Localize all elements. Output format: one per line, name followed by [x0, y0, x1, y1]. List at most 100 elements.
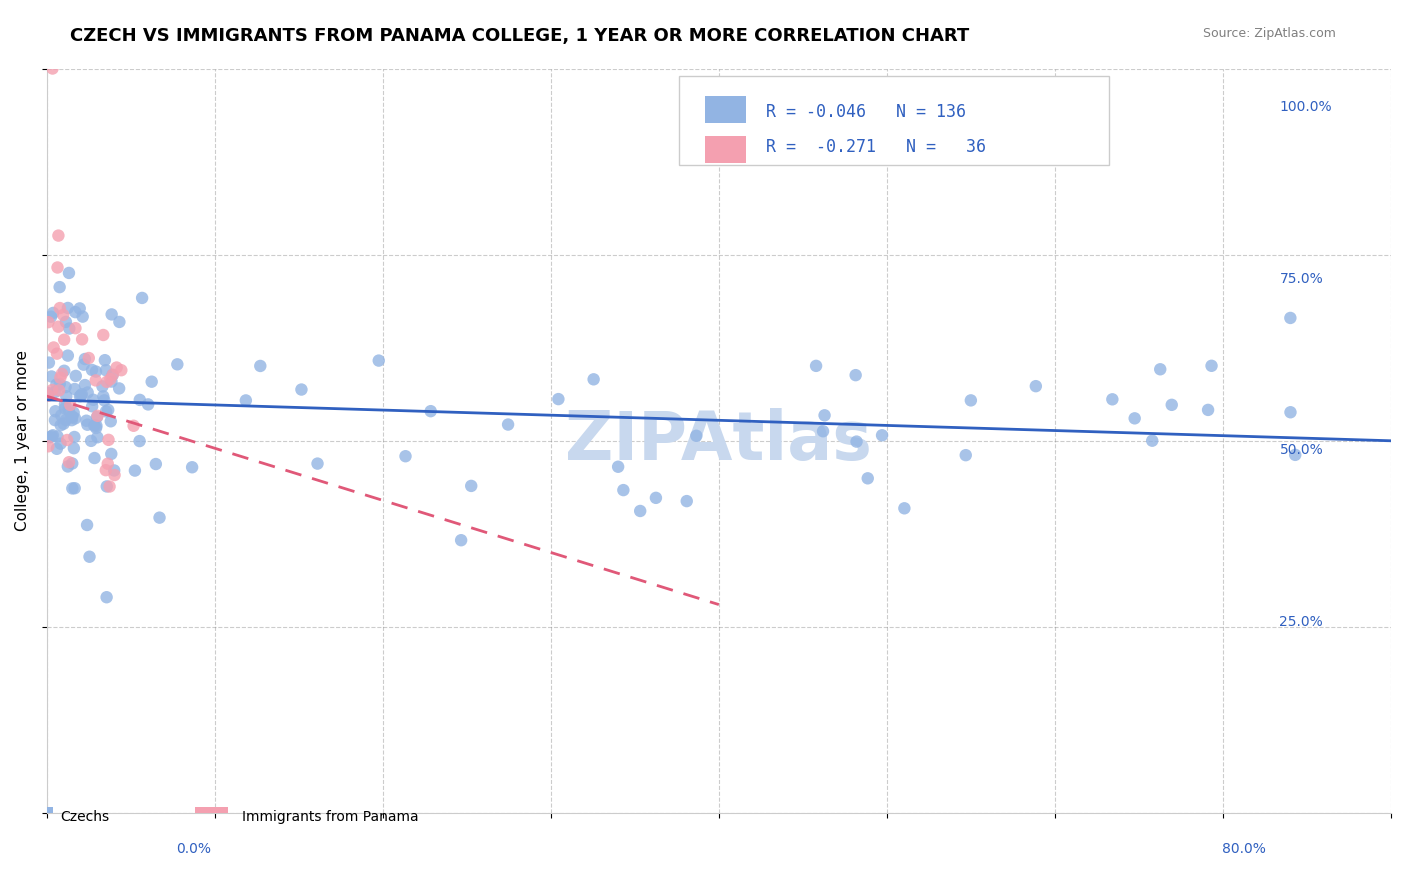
Point — [96, 591, 118, 605]
Point — [73, 351, 96, 366]
Point — [45, 442, 67, 456]
Point — [65, 305, 87, 319]
Point — [675, 494, 697, 508]
Point — [48, 228, 70, 243]
Point — [141, 375, 163, 389]
Point — [41, 62, 63, 76]
Point — [55, 413, 77, 427]
Text: R = -0.046   N = 136: R = -0.046 N = 136 — [766, 103, 966, 120]
Point — [1279, 310, 1302, 325]
Point — [80, 434, 103, 448]
Point — [290, 383, 312, 397]
Text: 25.0%: 25.0% — [1279, 615, 1323, 629]
Point — [100, 307, 122, 321]
Point — [100, 414, 122, 428]
Y-axis label: College, 1 year or more: College, 1 year or more — [15, 351, 30, 532]
Point — [60, 410, 83, 425]
Point — [65, 368, 87, 383]
Point — [52, 417, 75, 431]
Point — [42, 428, 65, 442]
Point — [249, 359, 271, 373]
Point — [60, 409, 83, 424]
Point — [60, 413, 83, 427]
Point — [49, 436, 72, 450]
Text: Czechs: Czechs — [60, 810, 110, 824]
Point — [46, 346, 69, 360]
Point — [100, 375, 122, 389]
Point — [58, 321, 80, 335]
Point — [1279, 405, 1302, 419]
Point — [49, 371, 72, 385]
Point — [56, 301, 79, 315]
Point — [75, 414, 97, 428]
Point — [76, 518, 98, 533]
Point — [124, 464, 146, 478]
Point — [70, 387, 93, 401]
Point — [56, 349, 79, 363]
Point — [496, 417, 519, 432]
Point — [235, 393, 257, 408]
Point — [97, 457, 120, 471]
Point — [46, 429, 69, 443]
Point — [101, 368, 124, 382]
Point — [128, 434, 150, 448]
FancyBboxPatch shape — [194, 807, 228, 821]
Point — [44, 404, 66, 418]
Point — [955, 448, 977, 462]
Point — [48, 280, 70, 294]
Point — [93, 393, 115, 408]
Point — [108, 315, 131, 329]
FancyBboxPatch shape — [706, 96, 745, 123]
Point — [38, 430, 60, 444]
Text: ZIPAtlas: ZIPAtlas — [565, 408, 872, 474]
Point — [49, 418, 72, 433]
Point — [128, 392, 150, 407]
Point — [96, 375, 118, 389]
Point — [148, 510, 170, 524]
Point — [84, 421, 107, 435]
Point — [37, 389, 59, 403]
Point — [70, 332, 93, 346]
Point — [76, 385, 98, 400]
Point — [48, 384, 70, 398]
Point — [811, 424, 834, 438]
FancyBboxPatch shape — [679, 76, 1109, 165]
Point — [108, 381, 131, 395]
Point — [394, 449, 416, 463]
Point — [804, 359, 827, 373]
Point — [845, 368, 868, 383]
Point — [1201, 359, 1223, 373]
Point — [48, 376, 70, 391]
Point — [44, 384, 66, 399]
Point — [37, 439, 59, 453]
FancyBboxPatch shape — [706, 136, 745, 163]
Point — [97, 403, 120, 417]
Point — [46, 319, 69, 334]
Point — [62, 406, 84, 420]
Point — [1025, 379, 1047, 393]
Point — [55, 389, 77, 403]
Point — [419, 404, 441, 418]
Point — [37, 386, 59, 401]
Point — [79, 549, 101, 564]
Point — [131, 291, 153, 305]
Point — [70, 389, 93, 403]
Point — [1149, 362, 1171, 376]
Point — [166, 357, 188, 371]
Point — [58, 402, 80, 417]
Point — [63, 411, 86, 425]
Point — [41, 383, 63, 397]
Point — [72, 358, 94, 372]
FancyBboxPatch shape — [20, 807, 53, 821]
Point — [51, 409, 73, 423]
Point — [307, 457, 329, 471]
Point — [450, 533, 472, 548]
Point — [547, 392, 569, 406]
Text: Immigrants from Panama: Immigrants from Panama — [242, 810, 418, 824]
Point — [41, 429, 63, 443]
Text: 75.0%: 75.0% — [1279, 272, 1323, 285]
Point — [94, 363, 117, 377]
Point — [607, 459, 630, 474]
Point — [52, 308, 75, 322]
Point — [82, 392, 104, 407]
